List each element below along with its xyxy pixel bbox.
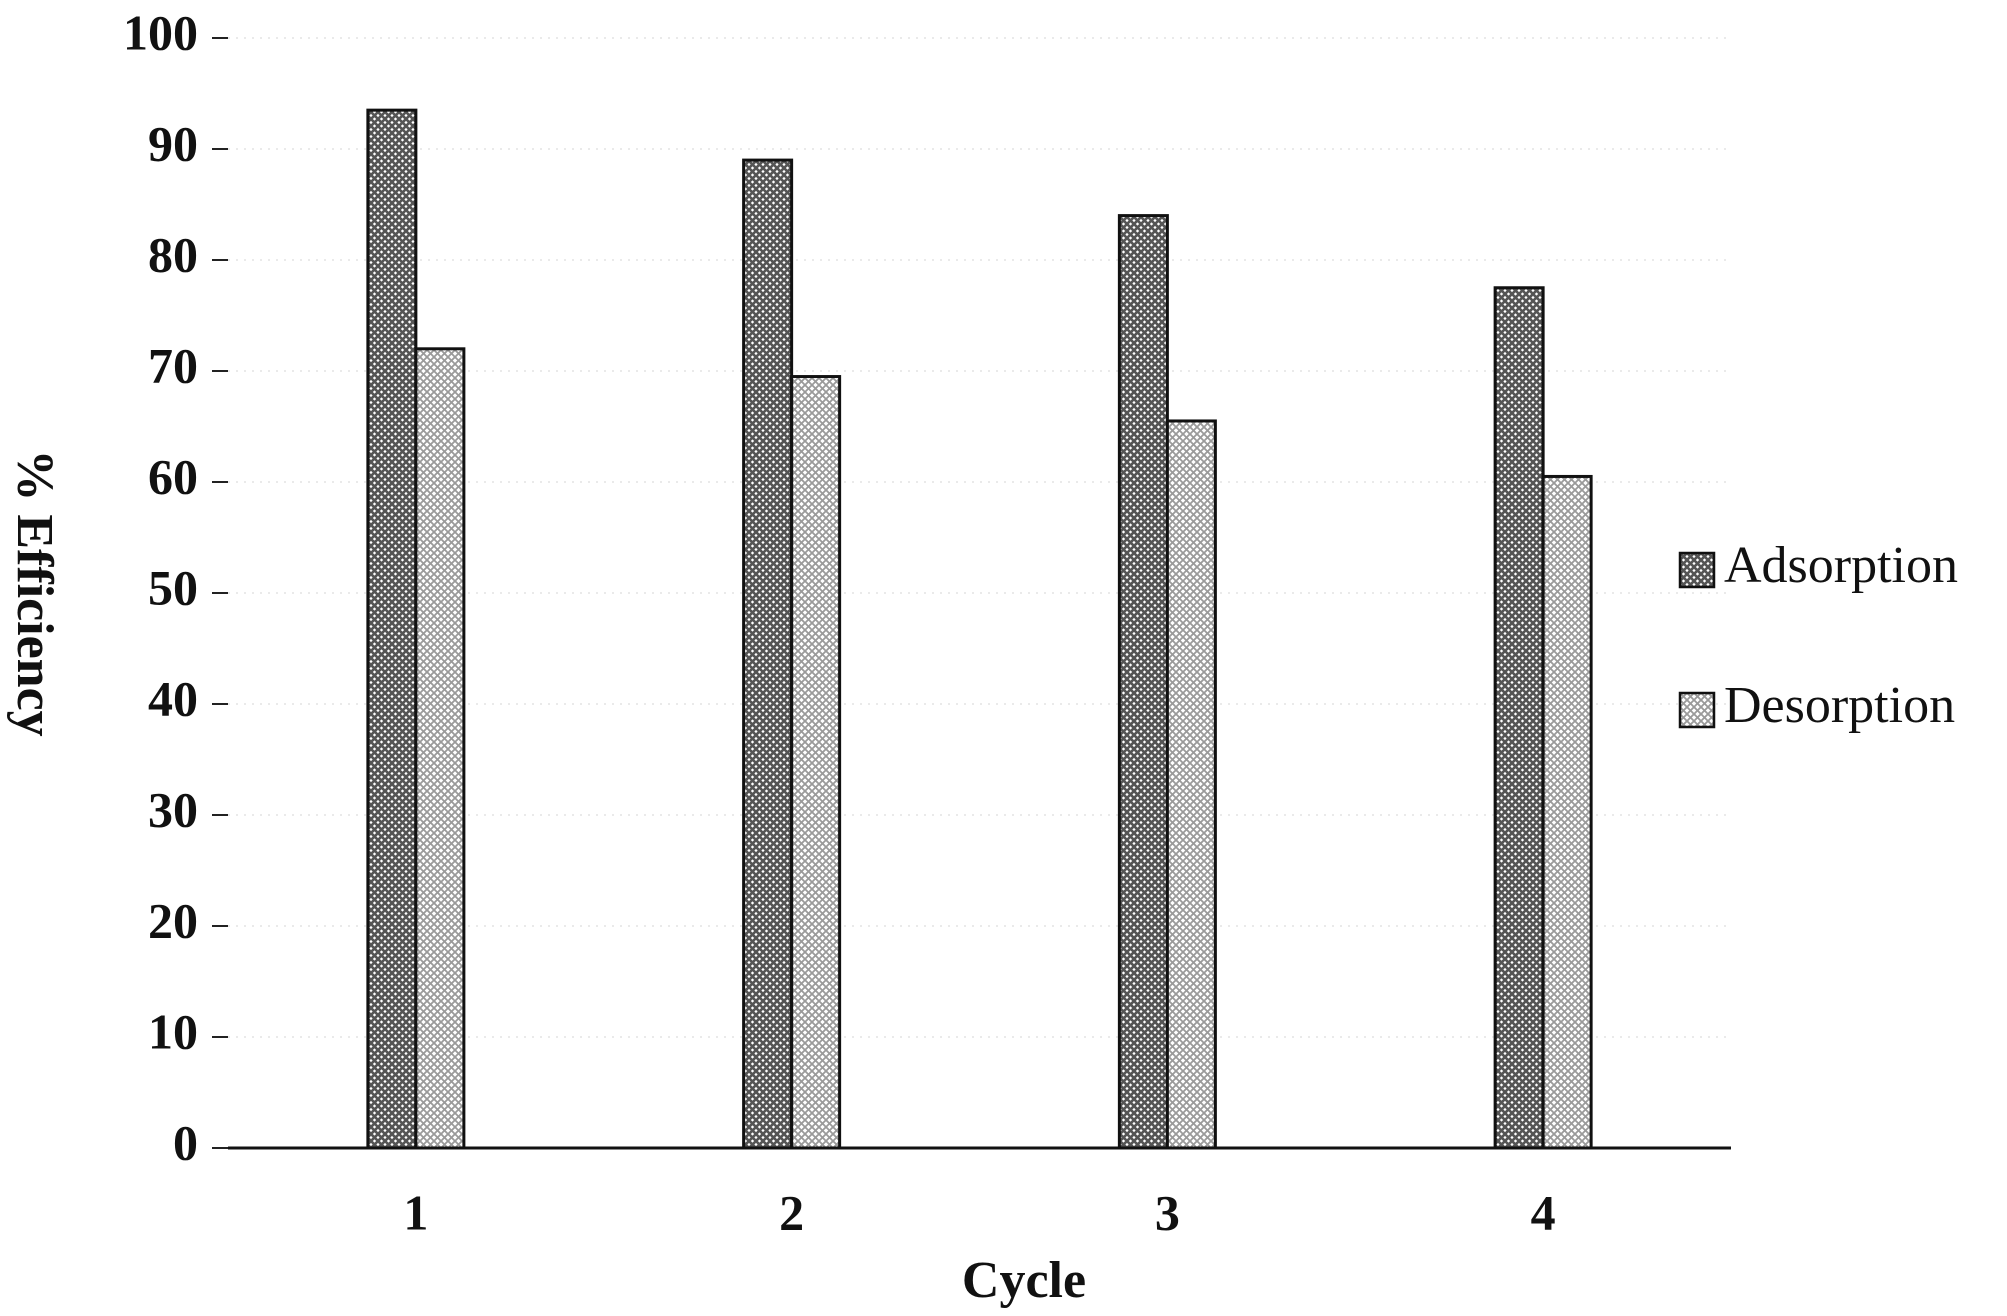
legend-swatch bbox=[1678, 551, 1716, 589]
y-tick-label: 50 bbox=[148, 559, 198, 615]
x-axis-label: Cycle bbox=[962, 1252, 1086, 1309]
y-tick-label: 90 bbox=[148, 115, 198, 171]
y-tick-label: 70 bbox=[148, 337, 198, 393]
bar bbox=[1493, 286, 1545, 1150]
y-tick-label: 100 bbox=[123, 4, 198, 60]
y-tick-label: 0 bbox=[173, 1114, 198, 1170]
x-tick-label: 4 bbox=[1531, 1184, 1556, 1240]
x-tick-label: 2 bbox=[779, 1184, 804, 1240]
bar bbox=[366, 108, 418, 1150]
y-tick-label: 30 bbox=[148, 781, 198, 837]
bar bbox=[414, 347, 466, 1150]
bar bbox=[742, 158, 794, 1150]
bar bbox=[1165, 419, 1217, 1150]
bar bbox=[790, 375, 842, 1150]
legend-swatch bbox=[1678, 691, 1716, 729]
y-axis-label: % Efficiency bbox=[6, 449, 63, 736]
x-tick-label: 3 bbox=[1155, 1184, 1180, 1240]
y-tick-label: 60 bbox=[148, 448, 198, 504]
legend-label: Desorption bbox=[1724, 677, 1955, 734]
y-tick-label: 20 bbox=[148, 892, 198, 948]
x-tick-label: 1 bbox=[403, 1184, 428, 1240]
y-tick-label: 40 bbox=[148, 670, 198, 726]
bar bbox=[1541, 474, 1593, 1150]
legend-label: Adsorption bbox=[1724, 537, 1958, 594]
bar bbox=[1117, 214, 1169, 1150]
y-tick-label: 80 bbox=[148, 226, 198, 282]
y-tick-label: 10 bbox=[148, 1003, 198, 1059]
